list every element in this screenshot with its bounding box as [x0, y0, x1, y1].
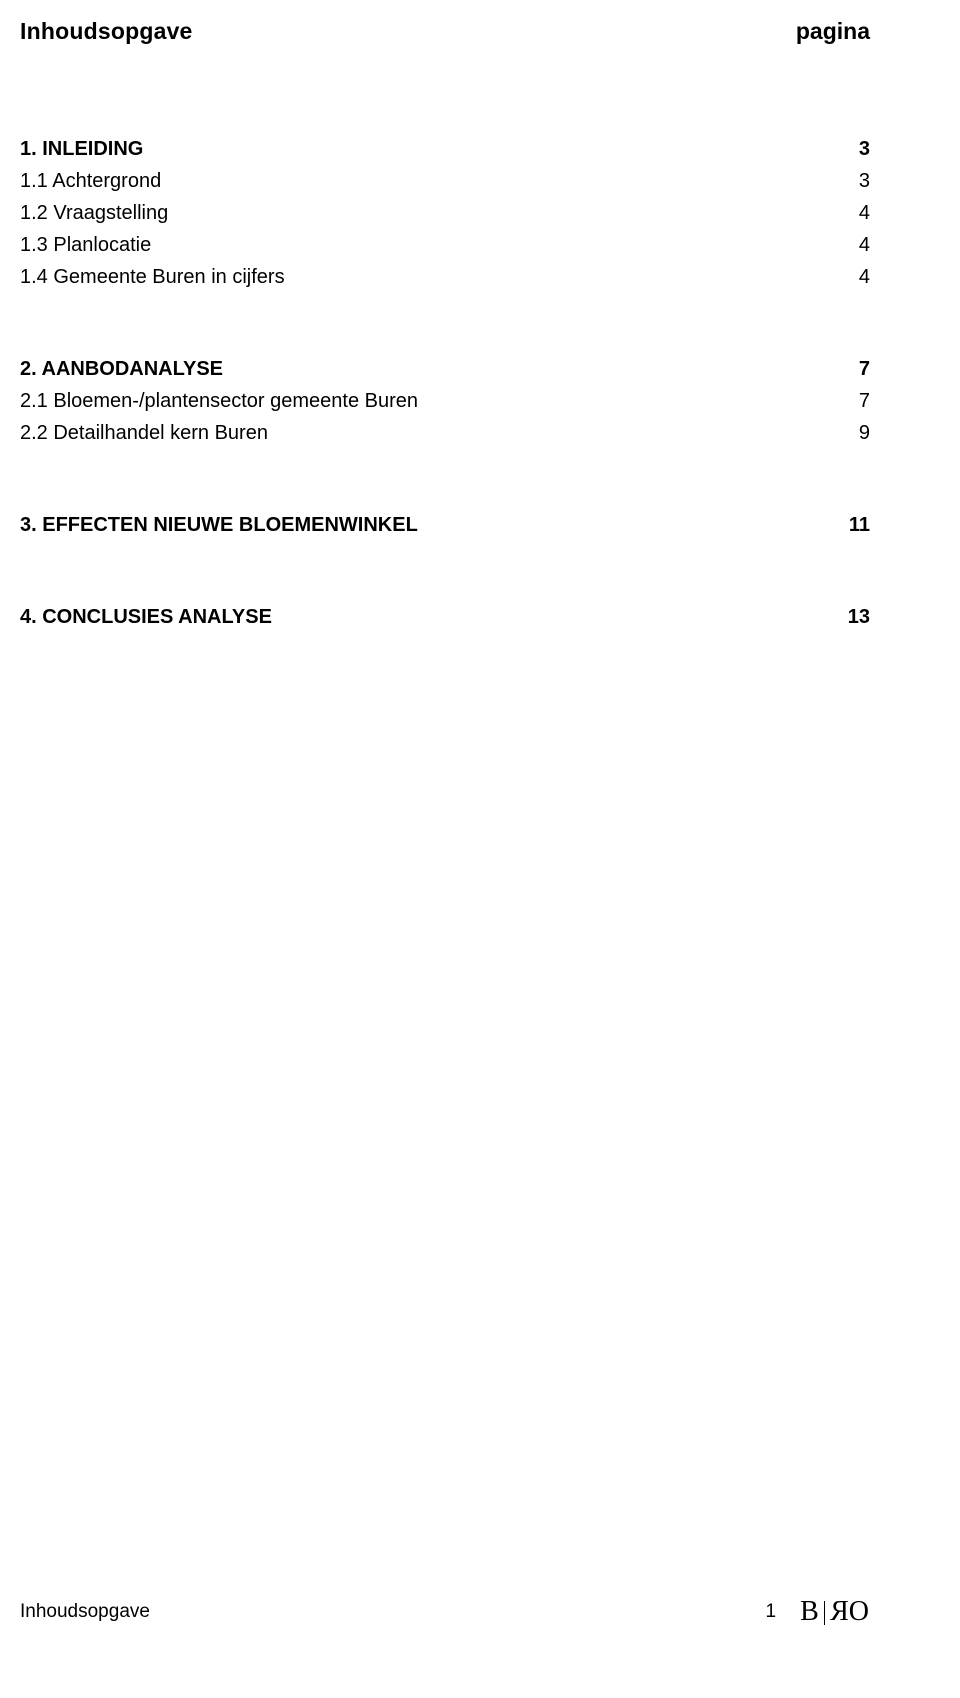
header-row: Inhoudsopgave pagina	[20, 18, 870, 45]
toc-section: 4. CONCLUSIES ANALYSE 13	[20, 601, 870, 633]
toc-heading: 4. CONCLUSIES ANALYSE 13	[20, 601, 870, 633]
toc-heading-page: 7	[839, 353, 870, 385]
toc-item-label: 1.4 Gemeente Buren in cijfers	[20, 261, 839, 293]
footer-page-number: 1	[766, 1601, 777, 1623]
toc-section: 1. INLEIDING 3 1.1 Achtergrond 3 1.2 Vra…	[20, 133, 870, 293]
toc-item: 2.1 Bloemen-/plantensector gemeente Bure…	[20, 385, 870, 417]
toc-item-label: 1.2 Vraagstelling	[20, 197, 839, 229]
toc-heading: 3. EFFECTEN NIEUWE BLOEMENWINKEL 11	[20, 509, 870, 541]
toc-item-page: 4	[839, 229, 870, 261]
logo-divider-icon	[824, 1601, 825, 1625]
footer-right: 1 B R O	[766, 1596, 870, 1628]
toc-item-page: 3	[839, 165, 870, 197]
toc-item-label: 1.3 Planlocatie	[20, 229, 839, 261]
logo-letter-b: B	[800, 1596, 820, 1628]
toc-heading-page: 13	[828, 601, 870, 633]
page-label: pagina	[796, 18, 870, 45]
toc-item: 1.1 Achtergrond 3	[20, 165, 870, 197]
toc-section: 3. EFFECTEN NIEUWE BLOEMENWINKEL 11	[20, 509, 870, 541]
toc-item: 1.3 Planlocatie 4	[20, 229, 870, 261]
toc-heading: 1. INLEIDING 3	[20, 133, 870, 165]
toc-heading-page: 3	[839, 133, 870, 165]
toc-heading-label: 2. AANBODANALYSE	[20, 353, 839, 385]
toc-heading-label: 3. EFFECTEN NIEUWE BLOEMENWINKEL	[20, 509, 829, 541]
page-footer: Inhoudsopgave 1 B R O	[20, 1596, 870, 1628]
toc-heading-label: 1. INLEIDING	[20, 133, 839, 165]
toc-item-page: 4	[839, 261, 870, 293]
toc-heading: 2. AANBODANALYSE 7	[20, 353, 870, 385]
bro-logo-icon: B R O	[800, 1596, 870, 1628]
toc-item-label: 1.1 Achtergrond	[20, 165, 839, 197]
toc-heading-label: 4. CONCLUSIES ANALYSE	[20, 601, 828, 633]
footer-left: Inhoudsopgave	[20, 1601, 150, 1623]
toc-heading-page: 11	[829, 509, 870, 541]
logo-letter-r: R	[829, 1596, 849, 1628]
page-container: Inhoudsopgave pagina 1. INLEIDING 3 1.1 …	[0, 0, 960, 1698]
toc-item-label: 2.2 Detailhandel kern Buren	[20, 417, 839, 449]
toc-item-page: 4	[839, 197, 870, 229]
toc-item-page: 9	[839, 417, 870, 449]
toc-item: 1.4 Gemeente Buren in cijfers 4	[20, 261, 870, 293]
toc-item: 2.2 Detailhandel kern Buren 9	[20, 417, 870, 449]
toc-item-label: 2.1 Bloemen-/plantensector gemeente Bure…	[20, 385, 839, 417]
page-title: Inhoudsopgave	[20, 18, 193, 45]
logo-letter-o: O	[849, 1596, 870, 1628]
toc-item-page: 7	[839, 385, 870, 417]
toc-item: 1.2 Vraagstelling 4	[20, 197, 870, 229]
toc-section: 2. AANBODANALYSE 7 2.1 Bloemen-/plantens…	[20, 353, 870, 449]
